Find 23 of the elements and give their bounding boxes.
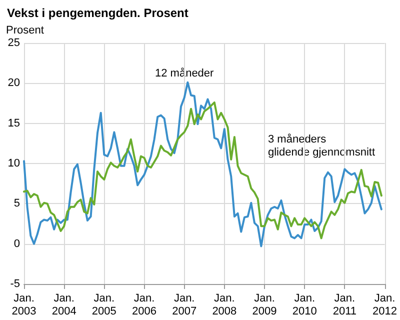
x-tick-label: Jan. 2004: [52, 292, 76, 318]
x-tick-label: Jan. 2008: [212, 292, 237, 318]
line-series: [23, 101, 382, 240]
y-tick-label: 10: [8, 158, 20, 170]
x-tick-label: Jan. 2012: [372, 292, 398, 318]
x-tick-label: Jan. 2006: [132, 292, 156, 318]
y-tick-label: 25: [8, 37, 20, 49]
y-tick-label: 20: [8, 77, 20, 90]
line-series: [23, 81, 382, 248]
y-tick-label: -5: [10, 278, 20, 290]
y-tick-label: 0: [14, 238, 20, 250]
series-label: 12 måneder: [155, 68, 214, 80]
x-tick-label: Jan. 2011: [332, 292, 357, 318]
x-tick-label: Jan. 2007: [172, 292, 197, 318]
x-tick-label: Jan. 2003: [12, 292, 36, 318]
x-tick-label: Jan. 2010: [292, 292, 317, 318]
chart-title: Vekst i pengemengden. Prosent: [7, 6, 188, 20]
y-tick-label: 15: [8, 117, 20, 130]
x-tick-label: Jan. 2009: [252, 292, 277, 318]
series-label: 3 måneders glidende gjennomsnitt: [268, 134, 376, 158]
y-tick-label: 5: [14, 198, 20, 210]
x-tick-label: Jan. 2005: [92, 292, 116, 318]
y-axis-title: Prosent: [6, 24, 44, 36]
